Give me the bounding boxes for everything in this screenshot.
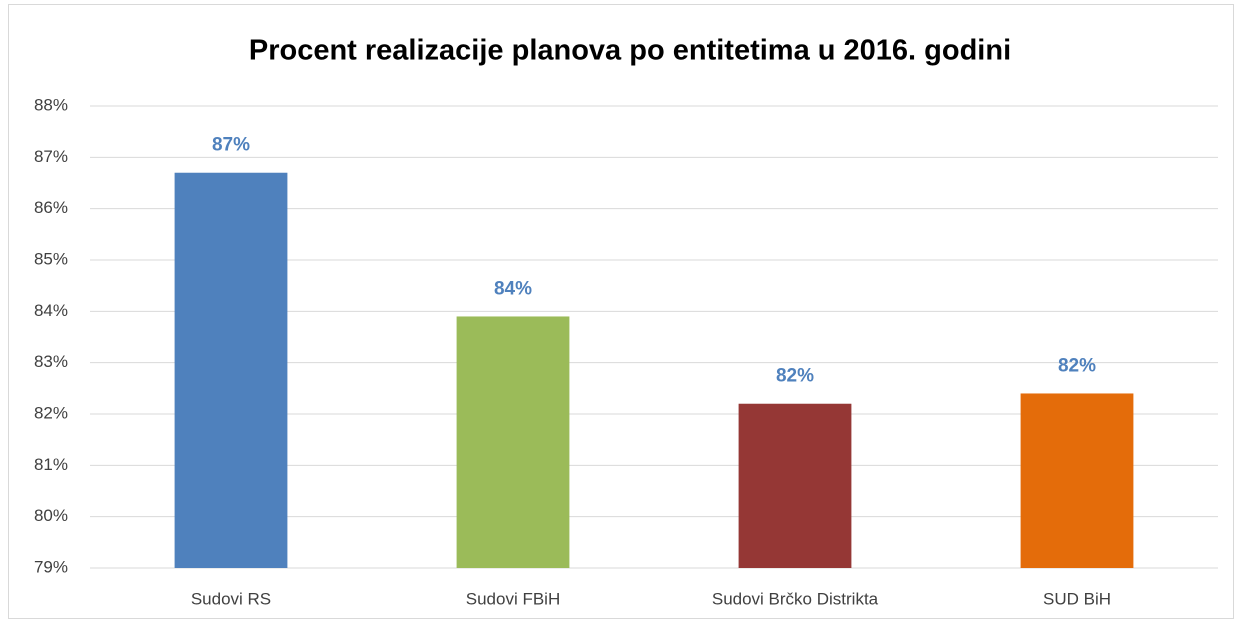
value-label: 84% <box>494 278 532 299</box>
y-tick-label: 87% <box>34 147 68 166</box>
y-tick-label: 79% <box>34 557 68 576</box>
y-tick-label: 82% <box>34 403 68 422</box>
x-tick-label: Sudovi FBiH <box>466 589 560 608</box>
value-label: 82% <box>1058 355 1096 376</box>
bar <box>174 172 288 568</box>
y-tick-label: 85% <box>34 249 68 268</box>
chart-title: Procent realizacije planova po entitetim… <box>249 35 1011 67</box>
bar <box>738 403 852 568</box>
y-tick-label: 88% <box>34 95 68 114</box>
bar <box>456 316 570 568</box>
bar <box>1020 393 1134 568</box>
y-tick-label: 80% <box>34 506 68 525</box>
y-tick-label: 81% <box>34 455 68 474</box>
y-tick-label: 86% <box>34 198 68 217</box>
value-label: 87% <box>212 135 250 156</box>
x-tick-label: Sudovi RS <box>191 589 271 608</box>
value-label: 82% <box>776 366 814 387</box>
x-tick-label: Sudovi Brčko Distrikta <box>712 589 879 608</box>
y-tick-label: 83% <box>34 352 68 371</box>
x-tick-label: SUD BiH <box>1043 589 1111 608</box>
y-tick-label: 84% <box>34 301 68 320</box>
